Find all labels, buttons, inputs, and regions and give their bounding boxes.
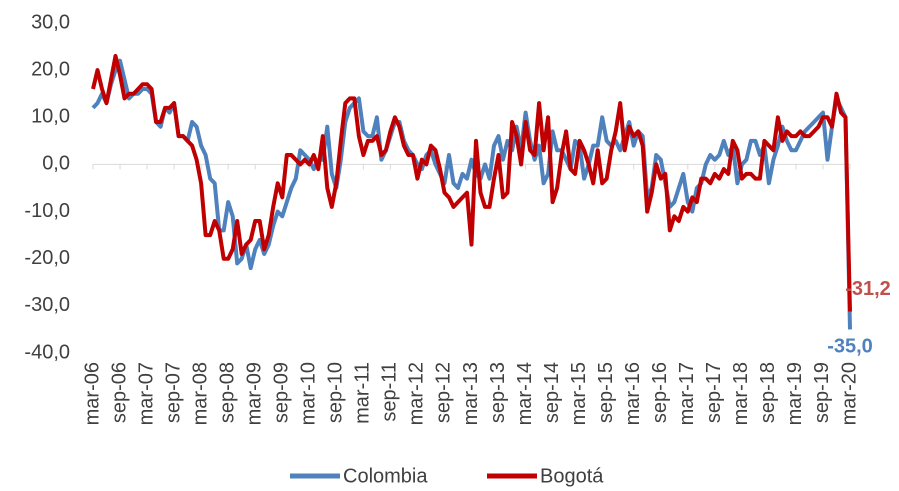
y-tick-label: 30,0: [31, 11, 70, 33]
y-tick-label: -40,0: [24, 341, 70, 363]
x-tick-label: mar-13: [460, 362, 482, 425]
x-tick-label: mar-08: [189, 362, 211, 425]
y-tick-label: 20,0: [31, 58, 70, 80]
x-tick-label: sep-14: [541, 362, 563, 423]
x-tick-label: mar-06: [81, 362, 103, 425]
legend-label: Colombia: [343, 465, 428, 487]
x-tick-label: mar-18: [730, 362, 752, 425]
x-tick-label: mar-10: [298, 362, 320, 425]
series-line: [91, 58, 852, 330]
x-tick-label: sep-17: [703, 362, 725, 423]
x-tick-label: mar-12: [406, 362, 428, 425]
x-tick-label: sep-08: [216, 362, 238, 423]
data-label: -31,2: [845, 278, 891, 300]
series-line: [91, 54, 852, 312]
x-tick-label: mar-19: [784, 362, 806, 425]
x-tick-label: sep-18: [757, 362, 779, 423]
x-tick-label: sep-15: [595, 362, 617, 423]
x-tick-label: sep-10: [325, 362, 347, 423]
y-tick-label: -10,0: [24, 200, 70, 222]
x-tick-label: sep-13: [487, 362, 509, 423]
x-tick-label: sep-07: [162, 362, 184, 423]
x-tick-label: mar-11: [352, 362, 374, 424]
x-tick-label: mar-17: [676, 362, 698, 425]
x-tick-label: sep-16: [649, 362, 671, 423]
x-tick-label: sep-11: [379, 362, 401, 422]
x-tick-label: sep-09: [271, 362, 293, 423]
y-tick-label: -20,0: [24, 247, 70, 269]
y-tick-label: 0,0: [42, 153, 70, 175]
data-label: -35,0: [827, 336, 873, 358]
x-tick-label: mar-20: [838, 362, 860, 425]
x-tick-label: mar-14: [514, 362, 536, 425]
y-tick-label: -30,0: [24, 294, 70, 316]
x-tick-label: mar-15: [568, 362, 590, 425]
y-tick-label: 10,0: [31, 106, 70, 128]
x-tick-label: sep-12: [433, 362, 455, 423]
x-tick-label: sep-19: [811, 362, 833, 423]
x-tick-label: sep-06: [108, 362, 130, 423]
x-tick-label: mar-16: [622, 362, 644, 425]
legend-label: Bogotá: [540, 465, 604, 487]
x-tick-label: mar-07: [135, 362, 157, 425]
x-tick-label: mar-09: [243, 362, 265, 425]
